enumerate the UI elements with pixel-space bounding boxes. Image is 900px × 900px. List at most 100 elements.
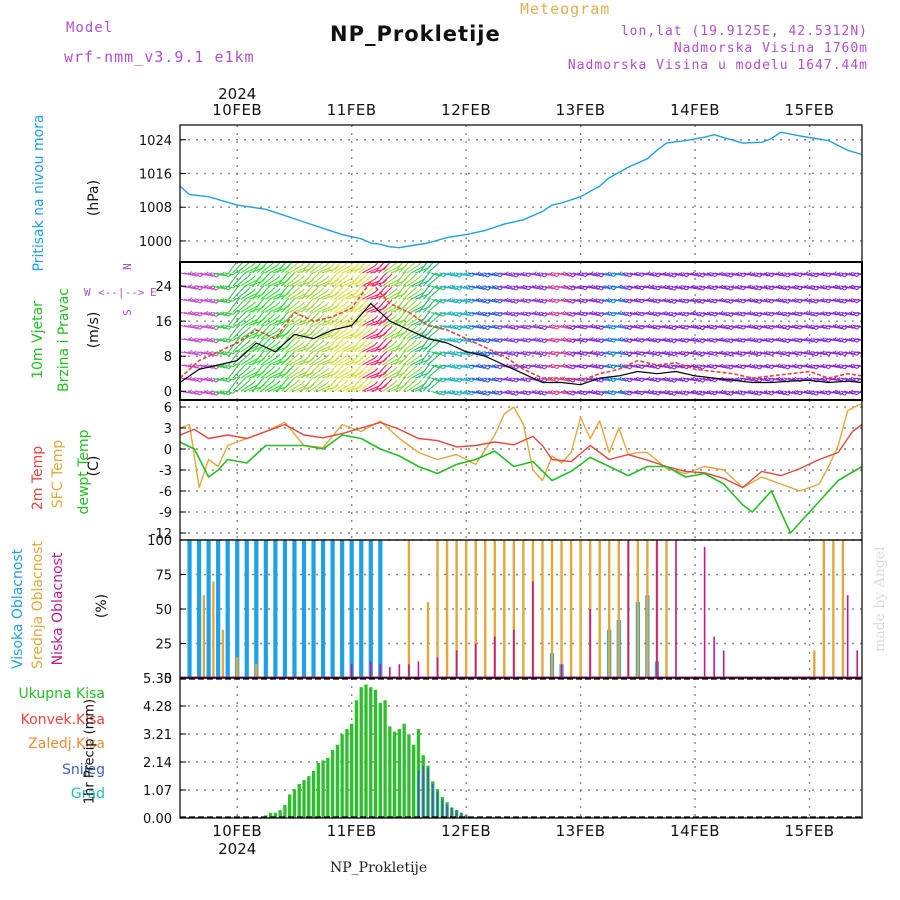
wind-barb: [832, 272, 842, 277]
wind-barb: [520, 311, 529, 317]
wind-barb: [293, 279, 307, 287]
wind-barb: [755, 351, 765, 355]
wind-barb: [212, 285, 222, 289]
wind-barb-flag: [383, 370, 388, 375]
wind-barb: [512, 272, 522, 276]
wind-barb: [718, 390, 728, 396]
wind-barb: [325, 262, 336, 274]
wind-barb: [625, 390, 635, 394]
wind-barb-flag: [358, 364, 363, 368]
cloud-panel: [180, 540, 862, 678]
wind-barb: [402, 263, 414, 274]
wind-barb: [836, 272, 846, 278]
cloud-bar-2: [627, 540, 630, 678]
wind-barb: [528, 390, 538, 395]
wind-barb: [313, 291, 327, 300]
wind-barb: [714, 324, 724, 329]
wind-barb: [459, 338, 469, 343]
wind-barb: [244, 358, 258, 366]
wind-barb: [418, 379, 428, 392]
wind-barb: [260, 316, 273, 326]
wind-barb: [406, 290, 419, 300]
wind-barb: [475, 364, 485, 369]
wind-barb-flag: [301, 301, 305, 306]
wind-barb-flag: [388, 365, 393, 370]
wind-barb: [645, 351, 655, 356]
wind-barb: [487, 311, 497, 316]
wind-barb: [426, 302, 439, 313]
wind-barb: [625, 272, 635, 276]
wind-barb: [779, 390, 789, 396]
cloud-bar-1: [436, 540, 439, 678]
wind-barb: [650, 338, 659, 344]
wind-barb: [366, 267, 380, 274]
wind-barb: [196, 272, 206, 276]
wind-barb: [593, 325, 602, 330]
wind-barb: [722, 325, 732, 331]
wind-barb: [662, 272, 671, 277]
wind-barb: [268, 305, 283, 313]
wind-barb-flag: [252, 314, 256, 319]
wind-barb: [832, 298, 842, 303]
wind-barb: [228, 262, 238, 274]
wind-barb: [301, 314, 311, 326]
wind-barb: [212, 324, 222, 329]
wind-barb: [394, 326, 404, 339]
wind-barb: [654, 390, 664, 394]
wind-barb: [212, 364, 222, 368]
wind-barb: [483, 351, 493, 355]
wind-barb: [191, 338, 201, 344]
wind-barb: [463, 377, 473, 383]
wind-barb: [232, 328, 243, 340]
wind-barb: [791, 298, 801, 304]
wind-barb: [483, 338, 493, 342]
wind-barb: [816, 377, 826, 382]
wind-barb: [844, 285, 854, 290]
wind-barb-flag: [236, 363, 241, 368]
wind-barb: [573, 311, 582, 316]
wind-barb: [613, 272, 623, 276]
wind-barb: [844, 298, 854, 303]
wind-barb: [212, 338, 222, 342]
wind-barb: [532, 338, 542, 343]
wind-barb: [252, 366, 262, 379]
wind-barb: [690, 364, 700, 369]
wind-barb: [613, 285, 623, 290]
wind-barb-flag: [247, 378, 251, 383]
wind-barb-flag: [413, 273, 417, 278]
wind-barb: [240, 356, 253, 366]
wind-barb: [751, 311, 760, 317]
wind-barb-flag: [276, 301, 281, 306]
wind-barb: [698, 311, 708, 316]
wind-barb-flag: [301, 327, 305, 332]
wind-barb: [787, 390, 797, 395]
ytick-label-wind: 0: [164, 385, 172, 400]
wind-barb: [276, 353, 287, 366]
wind-barb: [426, 368, 439, 379]
wind-barb: [248, 386, 263, 392]
wind-barb-flag: [413, 286, 417, 291]
wind-barb: [804, 325, 813, 330]
wind-barb-flag: [233, 324, 237, 328]
wind-barb: [333, 369, 346, 379]
wind-barb-flag: [315, 299, 320, 304]
wind-barb: [735, 351, 744, 357]
wind-barb: [422, 354, 434, 366]
wind-barb: [341, 293, 356, 300]
temp-dewpt-line: [179, 434, 863, 534]
wind-barb: [463, 338, 473, 343]
wind-barb: [256, 315, 268, 326]
wind-barb: [285, 263, 297, 274]
wind-barb: [289, 265, 302, 274]
wind-barb: [187, 351, 197, 356]
precip-bar-snow: [460, 812, 463, 818]
wind-barb: [629, 285, 639, 290]
wind-barb: [844, 390, 854, 395]
wind-barb: [678, 351, 687, 357]
wind-barb: [763, 311, 773, 317]
wind-barb-flag: [325, 328, 330, 332]
wind-barb: [771, 377, 781, 382]
wind-barb: [743, 298, 753, 303]
ytick-label-pressure: 1008: [139, 201, 172, 216]
wind-barb-flag: [285, 311, 290, 315]
